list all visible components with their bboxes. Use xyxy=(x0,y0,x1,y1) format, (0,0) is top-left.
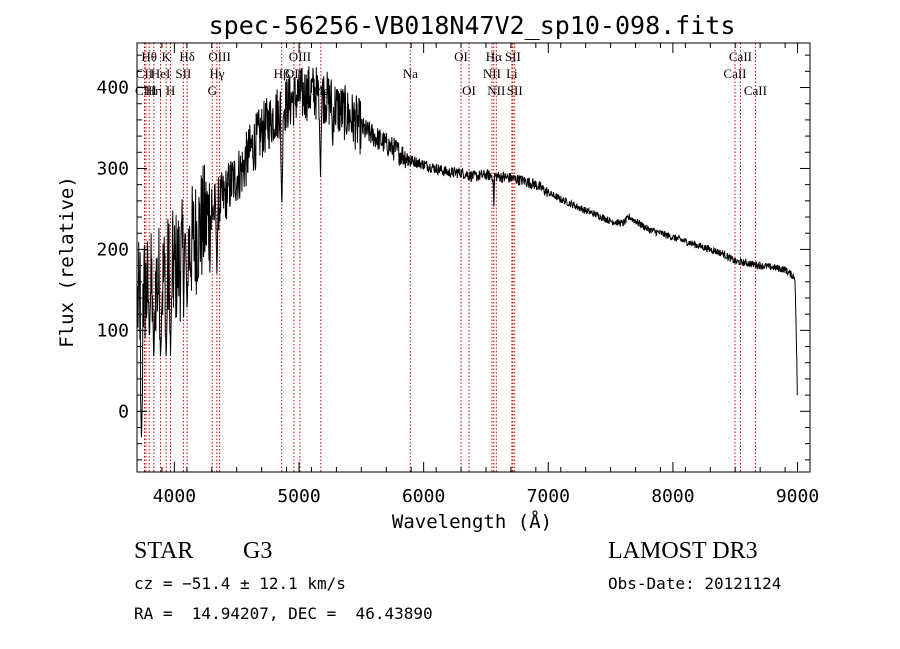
y-tick-label: 100 xyxy=(96,320,129,341)
line-label: Hη xyxy=(146,83,162,98)
line-label: CIII xyxy=(135,83,157,98)
line-label: Hθ xyxy=(141,49,157,64)
line-label: Mg xyxy=(312,83,331,98)
obs-date: Obs-Date: 20121124 xyxy=(608,574,782,593)
plot-frame xyxy=(136,42,811,473)
y-tick-label: 0 xyxy=(118,401,129,422)
y-tick-label: 400 xyxy=(96,78,129,99)
x-tick-label: 8000 xyxy=(651,486,694,507)
x-tick-label: 6000 xyxy=(402,486,445,507)
line-label: NII xyxy=(487,83,505,98)
line-label: Na xyxy=(403,66,418,81)
line-label: SII xyxy=(507,83,523,98)
y-tick-label: 200 xyxy=(96,239,129,260)
line-label: Hα xyxy=(486,49,502,64)
survey-name: LAMOST DR3 xyxy=(608,538,758,564)
line-label: OIII xyxy=(289,49,311,64)
line-label: G xyxy=(208,83,217,98)
line-markers xyxy=(143,43,756,472)
chart-title: spec-56256-VB018N47V2_sp10-098.fits xyxy=(209,11,736,40)
line-label: Hβ xyxy=(274,66,290,81)
line-label: Li xyxy=(506,66,518,81)
spectrum-line xyxy=(137,66,798,438)
axis-ticks: 4000 5000 6000 7000 8000 9000 0 100 200 300 400 xyxy=(96,43,819,507)
x-tick-label: 4000 xyxy=(153,486,196,507)
line-label: CII xyxy=(136,66,153,81)
line-label: SII xyxy=(505,49,521,64)
line-label: OIII xyxy=(208,49,230,64)
coordinates: RA = 14.94207, DEC = 46.43890 xyxy=(134,604,433,623)
line-label: Hγ xyxy=(209,66,224,81)
object-subclass: G3 xyxy=(243,538,273,564)
redshift-text: cz = −51.4 ± 12.1 km/s xyxy=(134,574,346,593)
line-label: CaII xyxy=(744,83,767,98)
line-label: OI xyxy=(454,49,468,64)
line-label: OII xyxy=(285,66,303,81)
line-label: SII xyxy=(175,66,191,81)
line-label: OI xyxy=(462,83,476,98)
line-label: H xyxy=(166,83,175,98)
x-tick-label: 9000 xyxy=(776,486,819,507)
line-label: CaII xyxy=(723,66,746,81)
line-label: HeI xyxy=(151,66,171,81)
object-class: STAR xyxy=(134,538,194,564)
y-axis-label: Flux (relative) xyxy=(56,176,78,348)
spectrum-series xyxy=(137,66,798,438)
x-axis-label: Wavelength (Å) xyxy=(392,510,552,533)
line-label: CaII xyxy=(729,49,752,64)
line-label: NII xyxy=(483,66,501,81)
line-label: Hδ xyxy=(179,49,195,64)
x-tick-label: 7000 xyxy=(527,486,570,507)
y-tick-label: 300 xyxy=(96,158,129,179)
line-labels: HθCIICIIIKHeIHηHδSIIHOIIIHγGOIIIOIIHβMgN… xyxy=(135,49,767,98)
line-label: K xyxy=(161,49,171,64)
x-tick-label: 5000 xyxy=(277,486,320,507)
